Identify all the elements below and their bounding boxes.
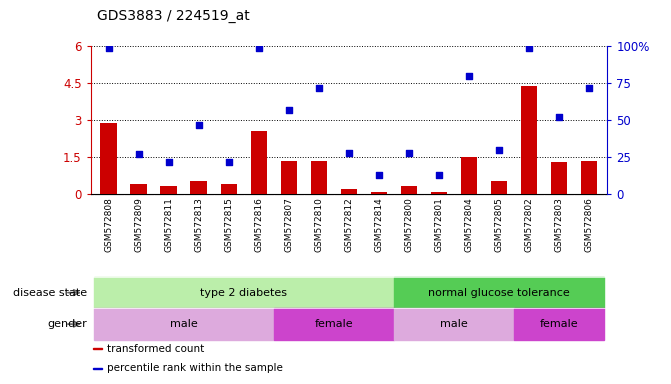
Bar — [280, 161, 297, 194]
Text: GSM572814: GSM572814 — [374, 197, 383, 252]
Bar — [514, 308, 605, 340]
Text: GSM572806: GSM572806 — [584, 197, 594, 252]
Text: GSM572802: GSM572802 — [525, 197, 533, 252]
Point — [254, 45, 264, 51]
Text: GSM572813: GSM572813 — [194, 197, 203, 252]
Bar — [93, 308, 274, 340]
Bar — [221, 184, 237, 194]
Text: female: female — [540, 319, 578, 329]
Text: GSM572805: GSM572805 — [495, 197, 504, 252]
Text: GSM572800: GSM572800 — [405, 197, 413, 252]
Text: GSM572812: GSM572812 — [344, 197, 354, 252]
Bar — [581, 161, 597, 194]
Bar — [250, 131, 267, 194]
Text: gender: gender — [48, 319, 87, 329]
Text: GSM572807: GSM572807 — [285, 197, 293, 252]
Text: female: female — [315, 319, 353, 329]
Text: GSM572803: GSM572803 — [555, 197, 564, 252]
Point — [494, 147, 505, 153]
Bar — [93, 277, 394, 308]
Point — [374, 172, 384, 178]
Point — [464, 73, 474, 79]
Text: GSM572801: GSM572801 — [435, 197, 444, 252]
Text: normal glucose tolerance: normal glucose tolerance — [428, 288, 570, 298]
Bar — [101, 122, 117, 194]
Text: percentile rank within the sample: percentile rank within the sample — [107, 363, 283, 373]
Text: GSM572816: GSM572816 — [254, 197, 263, 252]
Bar — [521, 86, 537, 194]
Bar — [394, 308, 514, 340]
Text: GSM572809: GSM572809 — [134, 197, 143, 252]
Point — [313, 84, 324, 91]
Text: disease state: disease state — [13, 288, 87, 298]
Bar — [93, 348, 103, 349]
Point — [584, 84, 595, 91]
Text: GSM572815: GSM572815 — [224, 197, 234, 252]
Text: GSM572811: GSM572811 — [164, 197, 173, 252]
Text: GSM572808: GSM572808 — [104, 197, 113, 252]
Bar — [311, 161, 327, 194]
Point — [193, 122, 204, 128]
Bar — [93, 367, 103, 369]
Bar — [431, 192, 448, 194]
Text: type 2 diabetes: type 2 diabetes — [200, 288, 287, 298]
Text: male: male — [440, 319, 468, 329]
Point — [433, 172, 444, 178]
Bar — [160, 185, 177, 194]
Point — [344, 150, 354, 156]
Bar — [274, 308, 394, 340]
Bar — [341, 189, 357, 194]
Text: GSM572810: GSM572810 — [315, 197, 323, 252]
Bar — [401, 185, 417, 194]
Point — [134, 151, 144, 157]
Bar — [551, 162, 568, 194]
Point — [404, 150, 415, 156]
Point — [283, 107, 294, 113]
Bar — [394, 277, 605, 308]
Bar — [130, 184, 147, 194]
Text: GDS3883 / 224519_at: GDS3883 / 224519_at — [97, 9, 250, 23]
Bar — [191, 181, 207, 194]
Text: transformed count: transformed count — [107, 344, 205, 354]
Point — [524, 45, 535, 51]
Bar — [461, 157, 477, 194]
Text: GSM572804: GSM572804 — [464, 197, 474, 252]
Point — [223, 159, 234, 165]
Text: male: male — [170, 319, 197, 329]
Bar — [370, 192, 387, 194]
Point — [554, 114, 564, 120]
Point — [103, 45, 114, 51]
Bar — [491, 181, 507, 194]
Point — [163, 159, 174, 165]
